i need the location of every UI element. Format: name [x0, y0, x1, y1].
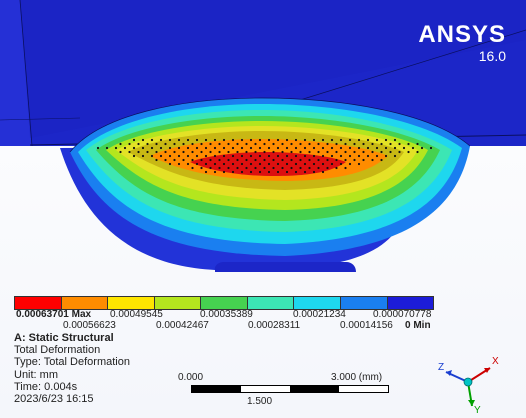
- axis-triad[interactable]: X Y Z: [432, 352, 512, 414]
- z-axis-arrow: [446, 370, 452, 376]
- analysis-title: A: Static Structural: [14, 332, 114, 344]
- result-info: A: Static Structural Total Deformation T…: [14, 332, 130, 405]
- result-date: 2023/6/23 16:15: [14, 393, 94, 406]
- contour-legend-bar: [14, 296, 434, 310]
- z-axis-label: Z: [438, 362, 444, 373]
- legend-label: 0.00056623: [63, 320, 116, 331]
- brand-version: 16.0: [478, 48, 506, 64]
- legend-color-swatch: [201, 297, 248, 309]
- legend-label: 0.00028311: [248, 320, 301, 331]
- ansys-logo: ANSYS 16.0: [418, 21, 506, 65]
- result-type: Type: Total Deformation: [14, 356, 130, 369]
- legend-color-swatch: [15, 297, 62, 309]
- plate-front-face: [20, 0, 526, 138]
- plate-body: [0, 0, 526, 146]
- legend-max-label: 0.00063701 Max: [16, 309, 92, 320]
- legend-color-swatch: [294, 297, 341, 309]
- legend-label: 0.00021234: [293, 309, 346, 320]
- legend-color-swatch: [247, 297, 295, 309]
- legend-color-swatch: [61, 297, 109, 309]
- brand-name: ANSYS: [418, 21, 506, 48]
- x-axis-label: X: [492, 356, 499, 367]
- scale-mid-label: 1.500: [247, 396, 273, 407]
- scale-bar: [191, 385, 389, 393]
- plate-edge: [0, 0, 32, 146]
- legend-label: 0.00042467: [156, 320, 209, 331]
- scale-right-label: 3.000 (mm): [331, 372, 383, 383]
- result-name: Total Deformation: [14, 344, 101, 357]
- legend-label: 0.00014156: [340, 320, 393, 331]
- x-axis-arrow: [484, 368, 490, 373]
- legend-label: 0.00035389: [200, 309, 253, 320]
- y-axis-label: Y: [474, 405, 481, 414]
- legend-color-swatch: [340, 297, 388, 309]
- y-axis-arrow: [468, 400, 475, 406]
- triad-origin: [463, 377, 473, 387]
- mesh-node-markers: [96, 138, 433, 174]
- legend-color-swatch: [108, 297, 155, 309]
- result-time: Time: 0.004s: [14, 380, 78, 393]
- legend-label: 0.00049545: [110, 309, 163, 320]
- legend-color-swatch: [154, 297, 202, 309]
- legend-min-label: 0 Min: [405, 320, 431, 331]
- result-unit: Unit: mm: [14, 368, 58, 381]
- legend-color-swatch: [387, 297, 434, 309]
- legend-label: 0.000070778: [373, 309, 432, 320]
- scale-left-label: 0.000: [178, 372, 204, 383]
